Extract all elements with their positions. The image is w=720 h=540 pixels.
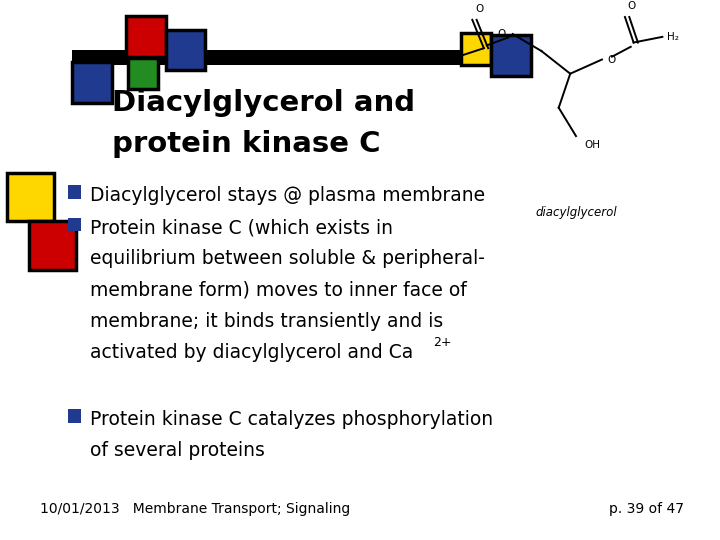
Text: Diacylglycerol stays @ plasma membrane: Diacylglycerol stays @ plasma membrane <box>90 186 485 205</box>
Bar <box>126 16 166 57</box>
Bar <box>166 30 205 70</box>
Text: membrane; it binds transiently and is: membrane; it binds transiently and is <box>90 312 444 331</box>
Text: Protein kinase C (which exists in: Protein kinase C (which exists in <box>90 218 393 237</box>
Text: activated by diacylglycerol and Ca: activated by diacylglycerol and Ca <box>90 343 413 362</box>
Text: H₂: H₂ <box>667 32 678 42</box>
Bar <box>128 58 158 89</box>
Text: H: H <box>446 53 454 63</box>
Text: O: O <box>608 55 616 65</box>
Bar <box>72 50 533 65</box>
Text: O: O <box>627 1 636 11</box>
Text: equilibrium between soluble & peripheral-: equilibrium between soluble & peripheral… <box>90 249 485 268</box>
Bar <box>72 62 112 103</box>
Bar <box>29 221 76 270</box>
Text: membrane form) moves to inner face of: membrane form) moves to inner face of <box>90 281 467 300</box>
Bar <box>461 33 491 65</box>
Bar <box>68 409 81 423</box>
Text: OH: OH <box>585 139 600 150</box>
Text: Protein kinase C catalyzes phosphorylation: Protein kinase C catalyzes phosphorylati… <box>90 410 493 429</box>
Text: of several proteins: of several proteins <box>90 441 265 460</box>
Bar <box>68 218 81 231</box>
Text: O: O <box>498 29 505 39</box>
Bar <box>68 185 81 199</box>
Text: 10/01/2013   Membrane Transport; Signaling: 10/01/2013 Membrane Transport; Signaling <box>40 502 350 516</box>
Text: protein kinase C: protein kinase C <box>112 130 380 158</box>
Bar <box>491 35 531 76</box>
Text: diacylglycerol: diacylglycerol <box>535 206 617 219</box>
Text: 2+: 2+ <box>433 336 451 349</box>
Text: p. 39 of 47: p. 39 of 47 <box>609 502 684 516</box>
Text: Diacylglycerol and: Diacylglycerol and <box>112 89 415 117</box>
Bar <box>7 173 54 221</box>
Text: O: O <box>475 4 484 14</box>
